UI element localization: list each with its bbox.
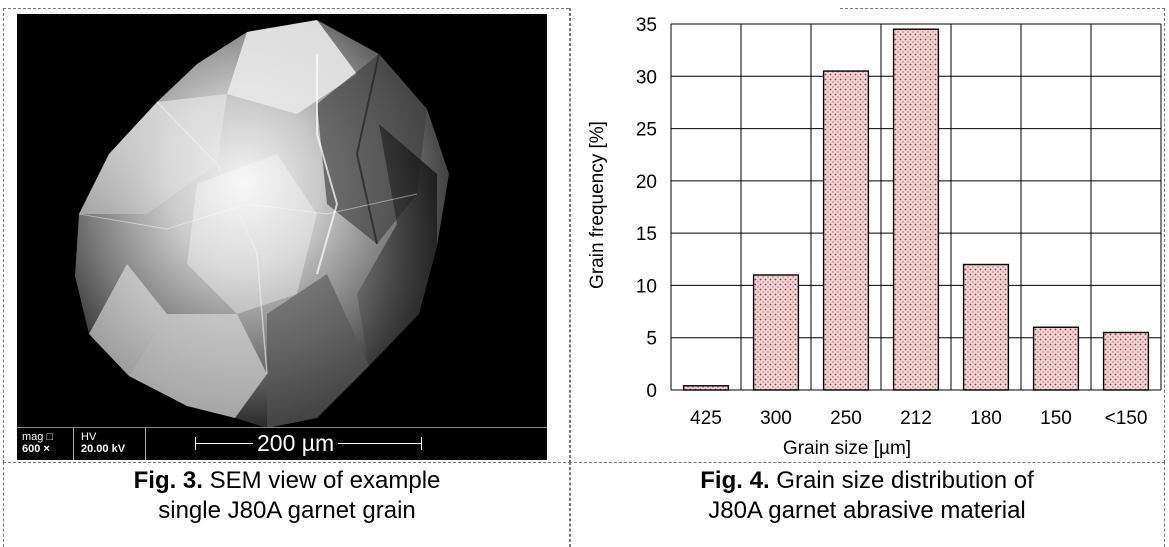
chart-bars xyxy=(682,28,1150,391)
y-tick-label: 0 xyxy=(646,381,657,402)
y-tick-label: 5 xyxy=(646,329,657,350)
mag-label: mag □ xyxy=(22,431,54,443)
sem-micrograph: mag □ 600 × HV 20.00 kV 200 µm xyxy=(17,14,547,460)
x-axis-label: Grain size [µm] xyxy=(783,438,911,459)
y-tick-label: 20 xyxy=(636,172,657,193)
x-tick-label: 212 xyxy=(900,408,932,429)
y-tick-label: 35 xyxy=(636,15,657,36)
bar-425 xyxy=(682,385,730,391)
table-top-border-left xyxy=(3,8,569,9)
hv-label: HV xyxy=(81,431,97,443)
figure3-caption-label: Fig. 3. xyxy=(133,467,203,494)
x-tick-label: 150 xyxy=(1040,408,1072,429)
figure3-caption: Fig. 3. SEM view of example single J80A … xyxy=(3,466,571,526)
databar-separator xyxy=(145,428,146,460)
bar-300 xyxy=(752,274,800,391)
scale-bar-label: 200 µm xyxy=(253,430,339,456)
y-tick-label: 30 xyxy=(636,67,657,88)
figure4-caption: Fig. 4. Grain size distribution of J80A … xyxy=(569,466,1165,526)
x-tick-label: 300 xyxy=(760,408,792,429)
grain-size-chart: 0 5 10 15 20 25 30 35 425 300 250 212 180 150 <150 Gr… xyxy=(587,15,1162,459)
figure3-caption-line2: single J80A garnet grain xyxy=(158,497,416,524)
y-tick-label: 15 xyxy=(636,224,657,245)
bar-<150 xyxy=(1102,331,1150,391)
figure4-caption-line1: Grain size distribution of xyxy=(776,467,1034,494)
figure4-caption-line2: J80A garnet abrasive material xyxy=(708,497,1026,524)
bar-150 xyxy=(1032,326,1080,391)
mag-field: mag □ 600 × xyxy=(22,431,53,455)
chart-gridlines xyxy=(670,23,1162,391)
figure3-caption-cell xyxy=(3,462,571,547)
figure4-caption-label: Fig. 4. xyxy=(700,467,770,494)
y-tick-label: 25 xyxy=(636,120,657,141)
x-tick-label: 250 xyxy=(830,408,862,429)
y-tick-label: 10 xyxy=(636,276,657,297)
x-tick-labels: 425 300 250 212 180 150 <150 xyxy=(690,408,1147,429)
bar-250 xyxy=(822,70,870,391)
y-axis-label: Grain frequency [%] xyxy=(587,121,608,289)
x-tick-label: 180 xyxy=(970,408,1002,429)
figure3-caption-line1: SEM view of example xyxy=(209,467,441,494)
x-tick-label: 425 xyxy=(690,408,722,429)
hv-field: HV 20.00 kV xyxy=(81,431,125,455)
x-tick-label: <150 xyxy=(1105,408,1148,429)
scale-bar-right-tick xyxy=(421,437,422,450)
y-tick-labels: 0 5 10 15 20 25 30 35 xyxy=(636,15,657,402)
table-top-border-right xyxy=(840,8,1165,9)
bar-180 xyxy=(962,263,1010,391)
figure4-caption-cell xyxy=(569,462,1165,547)
mag-value: 600 × xyxy=(22,443,50,455)
databar-separator xyxy=(73,428,74,460)
garnet-grain-image xyxy=(75,20,449,428)
bar-212 xyxy=(892,28,940,391)
sem-databar: mag □ 600 × HV 20.00 kV 200 µm xyxy=(17,427,547,460)
hv-value: 20.00 kV xyxy=(81,443,126,455)
